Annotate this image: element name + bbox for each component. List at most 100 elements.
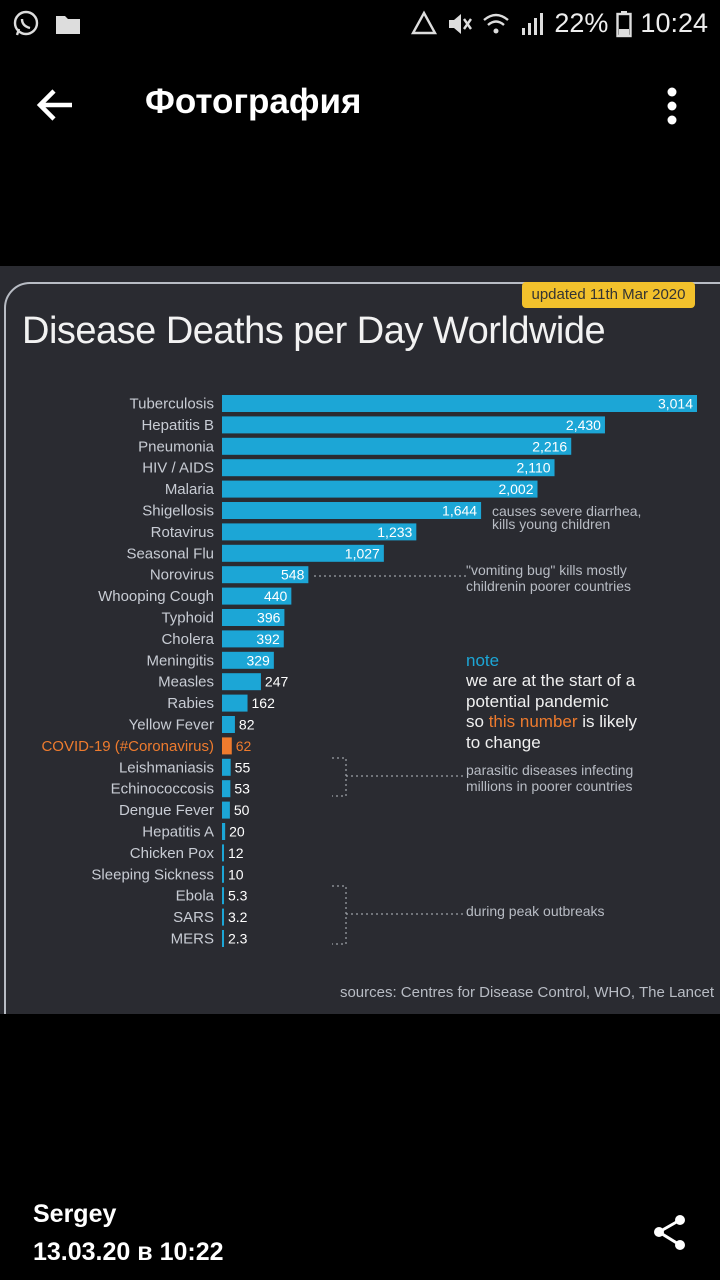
value-label: 3.2: [228, 909, 248, 925]
note-label: note: [466, 651, 499, 670]
annotations: causes severe diarrhea, kills young chil…: [314, 503, 641, 945]
note-line1: we are at the start of a: [465, 671, 636, 690]
category-label: Hepatitis A: [142, 824, 214, 841]
category-label: Meningitis: [146, 652, 214, 669]
bar-18: [222, 758, 231, 776]
bar-4: [222, 459, 555, 477]
share-icon[interactable]: [650, 1212, 690, 1252]
bar-16: [222, 716, 235, 733]
value-label: 1,233: [377, 524, 412, 540]
note: note we are at the start of a potential …: [465, 651, 638, 752]
value-label: 53: [234, 781, 250, 797]
back-arrow-icon[interactable]: [30, 82, 80, 128]
value-label: 10: [228, 866, 244, 882]
value-label: 20: [229, 824, 245, 840]
category-label: Measles: [158, 674, 214, 691]
value-label: 392: [256, 631, 280, 647]
signal-icon: [522, 12, 544, 35]
annot-outbreaks: during peak outbreaks: [466, 903, 605, 919]
value-label: 2.3: [228, 931, 248, 947]
value-label: 440: [264, 588, 288, 604]
category-label: Echinococcosis: [111, 781, 214, 798]
category-label: Hepatitis B: [141, 417, 214, 434]
category-label: Rotavirus: [151, 524, 214, 541]
page-title: Фотография: [145, 82, 362, 121]
whatsapp-icon: [13, 10, 39, 36]
annot-norovirus-line1: "vomiting bug" kills mostly: [466, 562, 627, 578]
more-options-icon[interactable]: [655, 84, 689, 128]
bar-23: [222, 865, 224, 883]
mute-icon: [449, 13, 473, 34]
category-label: Norovirus: [150, 567, 214, 584]
category-label: HIV / AIDS: [142, 460, 214, 477]
bar-2: [222, 416, 605, 434]
value-label: 1,644: [442, 503, 477, 519]
value-label: 2,430: [566, 417, 601, 433]
annot-shigellosis-line1: causes severe diarrhea,: [492, 503, 641, 519]
category-label: Pneumonia: [138, 438, 215, 455]
category-label: Typhoid: [161, 610, 214, 627]
status-bar: 22% 10:24: [0, 0, 720, 50]
value-label: 247: [265, 674, 289, 690]
bar-24: [222, 887, 224, 905]
wifi-icon: [483, 13, 510, 33]
bar-7: [222, 523, 417, 541]
bar-26: [222, 930, 224, 947]
author-name: Sergey: [33, 1200, 117, 1228]
app-bar: Фотография: [0, 62, 720, 146]
note-line2: potential pandemic: [466, 692, 609, 711]
category-label: Sleeping Sickness: [91, 866, 214, 883]
bar-9: [222, 566, 309, 584]
value-label: 5.3: [228, 888, 248, 904]
battery-percent: 22%: [554, 8, 609, 38]
value-label: 55: [235, 759, 251, 775]
value-label: 12: [228, 845, 244, 861]
recycle-icon: [411, 10, 438, 34]
value-label: 548: [281, 567, 305, 583]
value-label: 3,014: [658, 396, 693, 412]
battery-icon: [616, 10, 633, 37]
value-label: 1,027: [345, 545, 380, 561]
category-label: Seasonal Flu: [126, 545, 214, 562]
category-label: Ebola: [176, 888, 215, 905]
bar-20: [222, 801, 230, 819]
value-label: 329: [246, 652, 270, 668]
bar-8: [222, 544, 384, 562]
annot-norovirus-line2: childrenin poorer countries: [466, 578, 631, 594]
bar-1: [222, 395, 697, 412]
bar-6: [222, 502, 482, 519]
bar-21: [222, 823, 226, 840]
note-line3-post: is likely: [582, 712, 637, 731]
annot-parasitic-line1: parasitic diseases infecting: [466, 762, 633, 778]
value-label: 62: [236, 738, 252, 754]
bar-14: [222, 673, 261, 691]
value-label: 396: [257, 610, 281, 626]
photo-date: 13.03.20 в 10:22: [33, 1238, 224, 1266]
value-label: 50: [234, 802, 250, 818]
category-label: Whooping Cough: [98, 588, 214, 605]
bar-10: [222, 587, 292, 605]
value-label: 2,110: [517, 460, 551, 476]
bar-17: [222, 737, 232, 755]
clock: 10:24: [640, 8, 708, 38]
value-label: 82: [239, 717, 255, 733]
bar-13: [222, 651, 274, 669]
bar-12: [222, 630, 284, 648]
annot-parasitic-line2: millions in poorer countries: [466, 778, 633, 794]
infographic-frame: [4, 282, 720, 1014]
bar-15: [222, 694, 248, 712]
category-label: COVID-19 (#Coronavirus): [41, 738, 214, 755]
category-label: SARS: [173, 909, 214, 926]
value-label: 162: [252, 695, 276, 711]
bar-chart: Tuberculosis 3,014 Hepatitis B 2,430 Pneumon…: [41, 395, 697, 948]
sources-note: sources: Centres for Disease Control, WH…: [339, 984, 714, 1001]
note-line3-pre: so: [466, 712, 484, 731]
photo-viewer[interactable]: updated 11th Mar 2020 Disease Deaths per…: [0, 266, 720, 1014]
value-label: 2,002: [498, 481, 533, 497]
annot-shigellosis-line2: kills young children: [492, 516, 610, 532]
bar-11: [222, 609, 285, 626]
bar-5: [222, 480, 538, 498]
value-label: 2,216: [532, 438, 567, 454]
category-label: Cholera: [161, 631, 214, 648]
bar-22: [222, 844, 224, 862]
